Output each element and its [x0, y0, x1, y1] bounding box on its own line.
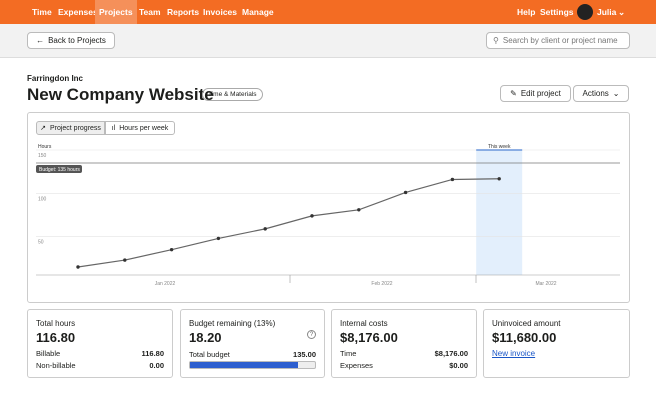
row-label: Time [340, 349, 357, 358]
row-label: Expenses [340, 361, 373, 370]
point [310, 214, 314, 218]
row-label: Non-billable [36, 361, 76, 370]
card-title: Total hours [36, 319, 76, 328]
progress-track [189, 361, 316, 369]
nav-item[interactable]: Manage [242, 7, 274, 17]
back-button[interactable]: ← Back to Projects [27, 32, 115, 49]
y-axis-label: Hours [38, 144, 52, 150]
tab[interactable]: ıl Hours per week [105, 121, 175, 135]
stat-card: Internal costs $8,176.00 Time $8,176.00 Expe… [331, 309, 477, 378]
nav-item[interactable]: Team [139, 7, 161, 17]
x-label: Mar 2022 [535, 281, 556, 287]
top-nav: Time Expenses Projects Team Reports Invoices M… [0, 0, 656, 24]
caret: ⌄ [618, 7, 626, 17]
card-title: Uninvoiced amount [492, 319, 561, 328]
nav-item[interactable]: Reports [167, 7, 200, 17]
actions-label: Actions [582, 89, 609, 98]
line [77, 178, 500, 268]
card-value: 18.20 [189, 330, 222, 345]
tab[interactable]: ↗ Project progress [36, 121, 105, 135]
new-invoice-link[interactable]: New invoice [492, 349, 536, 358]
row-value: 135.00 [293, 350, 316, 359]
nav-item[interactable]: Projects [95, 0, 137, 24]
point [403, 190, 408, 195]
edit-label: Edit project [520, 89, 561, 98]
toolbar: ← Back to Projects ⚲ Search by client or p… [0, 24, 656, 58]
row-value: 0.00 [149, 361, 164, 370]
row-value: 116.80 [141, 349, 164, 358]
chart: This week Hours 50 100 150 Budget: 135 hours J… [36, 144, 620, 287]
point [76, 265, 80, 269]
client-name: Farringdon Inc [27, 74, 83, 83]
y-tick-label: 100 [38, 196, 47, 202]
card-title: Internal costs [340, 319, 388, 328]
avatar[interactable] [577, 4, 593, 20]
stat-card: Budget remaining (13%) 18.20 Total budget 1… [180, 309, 325, 378]
nav-item[interactable]: Settings [540, 7, 574, 17]
actions-button[interactable]: Actions ⌄ [573, 85, 629, 102]
project-title: New Company Website [27, 85, 214, 104]
chart-card: ↗ Project progress ıl Hours per week [27, 112, 630, 303]
point [263, 227, 267, 231]
nav-item[interactable]: Invoices [203, 7, 238, 17]
point [169, 247, 174, 252]
nav-item[interactable]: Help [517, 7, 536, 17]
stat-card: Total hours 116.80 Billable 116.80 Non-billa… [27, 309, 173, 378]
y-tick-label: 50 [38, 240, 44, 246]
back-label: Back to Projects [48, 36, 106, 45]
row-label: Total budget [189, 350, 230, 359]
x-label: Jan 2022 [155, 281, 176, 287]
point [216, 236, 221, 241]
badge: Time & Materials [202, 88, 263, 101]
budget-label: Budget: 135 hours [39, 167, 80, 173]
help-icon[interactable]: ? [307, 330, 316, 339]
search-placeholder: Search by client or project name [502, 36, 618, 45]
this-week-band [476, 150, 523, 275]
point [357, 208, 361, 212]
this-week-label: This week [488, 144, 511, 150]
edit-button[interactable]: ✎ Edit project [500, 85, 571, 102]
card-title: Budget remaining (13%) [189, 319, 276, 328]
row-value: $0.00 [449, 361, 468, 370]
point [497, 177, 501, 181]
user-name[interactable]: Julia [597, 7, 617, 17]
card-value: 116.80 [36, 330, 76, 345]
row-value: $8,176.00 [434, 349, 468, 358]
tab-label: Hours per week [119, 124, 169, 132]
stat-card: Uninvoiced amount $11,680.00 New invoice [483, 309, 630, 378]
point [450, 177, 455, 182]
point [123, 258, 127, 262]
progress-fill [190, 362, 298, 368]
y-tick-label: 150 [38, 153, 47, 159]
nav-item[interactable]: Expenses [58, 7, 98, 17]
tab-label: Project progress [49, 124, 101, 132]
card-value: $11,680.00 [492, 330, 557, 345]
card-value: $8,176.00 [340, 330, 398, 345]
nav-item[interactable]: Time [32, 7, 52, 17]
x-label: Feb 2022 [371, 281, 392, 287]
search-input[interactable]: ⚲ Search by client or project name [486, 32, 630, 49]
budget-pill [36, 165, 82, 173]
row-label: Billable [36, 349, 61, 358]
